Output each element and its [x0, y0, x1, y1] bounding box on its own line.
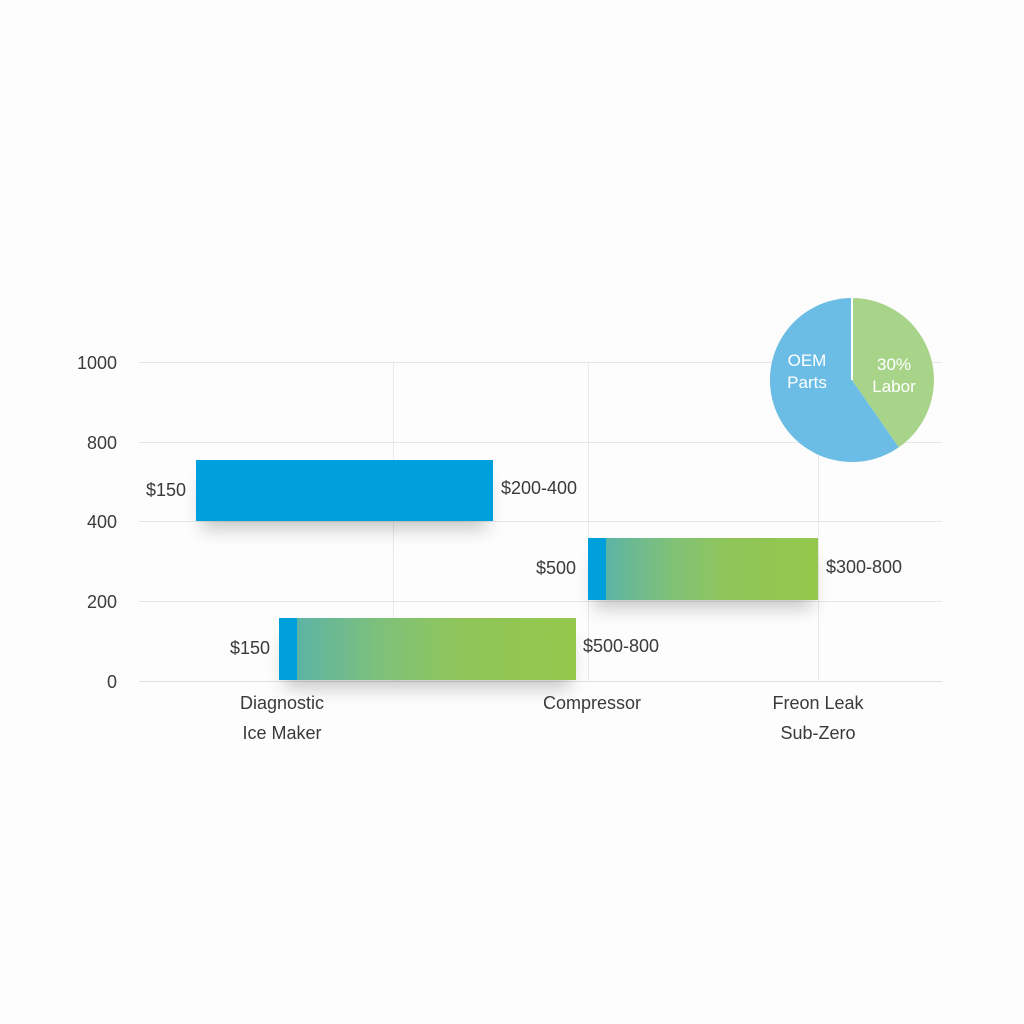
- bar-end-label: $300-800: [826, 557, 903, 577]
- gridline-1000: [139, 362, 942, 363]
- gridline-800: [139, 442, 942, 443]
- pie-label-oem: OEM Parts: [787, 351, 827, 392]
- xlabel-line1: Freon Leak: [772, 693, 864, 713]
- bar-end-label: $200-400: [501, 478, 578, 498]
- xlabel-line2: Sub-Zero: [780, 723, 856, 743]
- vgridline-1: [393, 362, 394, 681]
- bar-compressor: [588, 538, 818, 600]
- gridline-200: [139, 601, 942, 602]
- xlabel-line2: Ice Maker: [242, 723, 322, 743]
- pie-slice-oem-parts: [769, 298, 899, 462]
- vgridline-3: [818, 362, 819, 681]
- bar-start-label: $500: [536, 558, 577, 578]
- ytick-label: 200: [86, 592, 117, 612]
- bar-end-label: $500-800: [583, 636, 660, 656]
- ytick-label: 1000: [76, 353, 117, 373]
- bar-start-label: $150: [146, 480, 187, 500]
- pie-label-labor: 30% Labor: [872, 355, 916, 396]
- xlabel-compressor: Compressor: [522, 690, 662, 716]
- bar-ice-maker: [279, 618, 576, 680]
- xlabel-freon-leak: Freon Leak Sub-Zero: [758, 690, 878, 746]
- xlabel-diagnostic: Diagnostic Ice Maker: [222, 690, 342, 746]
- gridline-0: [139, 681, 942, 682]
- cost-breakdown-pie: OEM Parts 30% Labor: [769, 297, 935, 463]
- bar-diagnostic: [196, 460, 493, 521]
- pie-slice-labor: [852, 298, 934, 448]
- pie-svg: [769, 298, 934, 462]
- vgridline-2: [588, 362, 589, 681]
- bar-start-label: $150: [230, 638, 271, 658]
- xlabel-line1: Diagnostic: [239, 693, 325, 713]
- ytick-label: 400: [86, 512, 117, 532]
- xlabel-line1: Compressor: [542, 693, 642, 713]
- ytick-label: 800: [86, 433, 117, 453]
- ytick-label: 0: [106, 672, 117, 692]
- gridline-400: [139, 521, 942, 522]
